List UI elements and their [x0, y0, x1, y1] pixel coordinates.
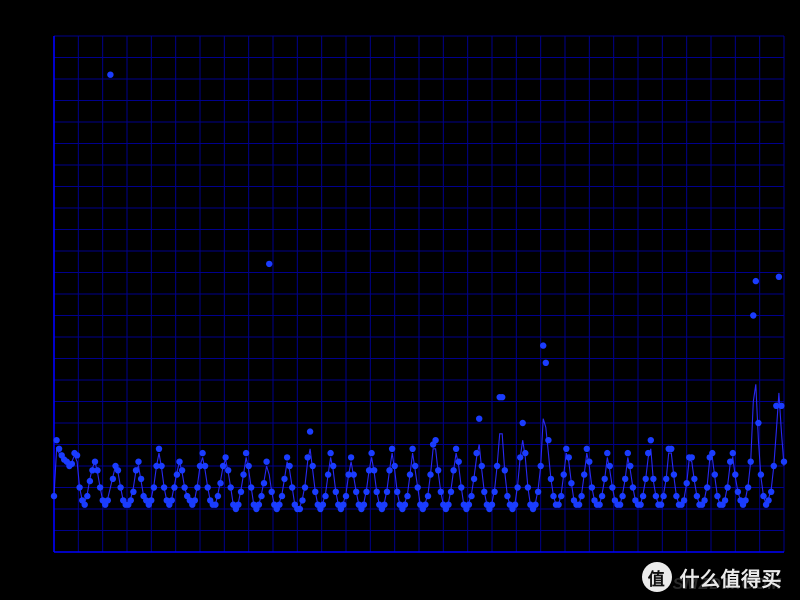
watermark-ghost-text: SMZDM.COM [673, 576, 782, 594]
watermark-badge-icon: 值 [642, 562, 672, 592]
chart-root: 值 什么值得买 SMZDM.COM [0, 0, 800, 600]
watermark-badge-char: 值 [648, 565, 666, 590]
chart-svg [0, 0, 800, 600]
watermark: 值 什么值得买 SMZDM.COM [642, 562, 783, 592]
